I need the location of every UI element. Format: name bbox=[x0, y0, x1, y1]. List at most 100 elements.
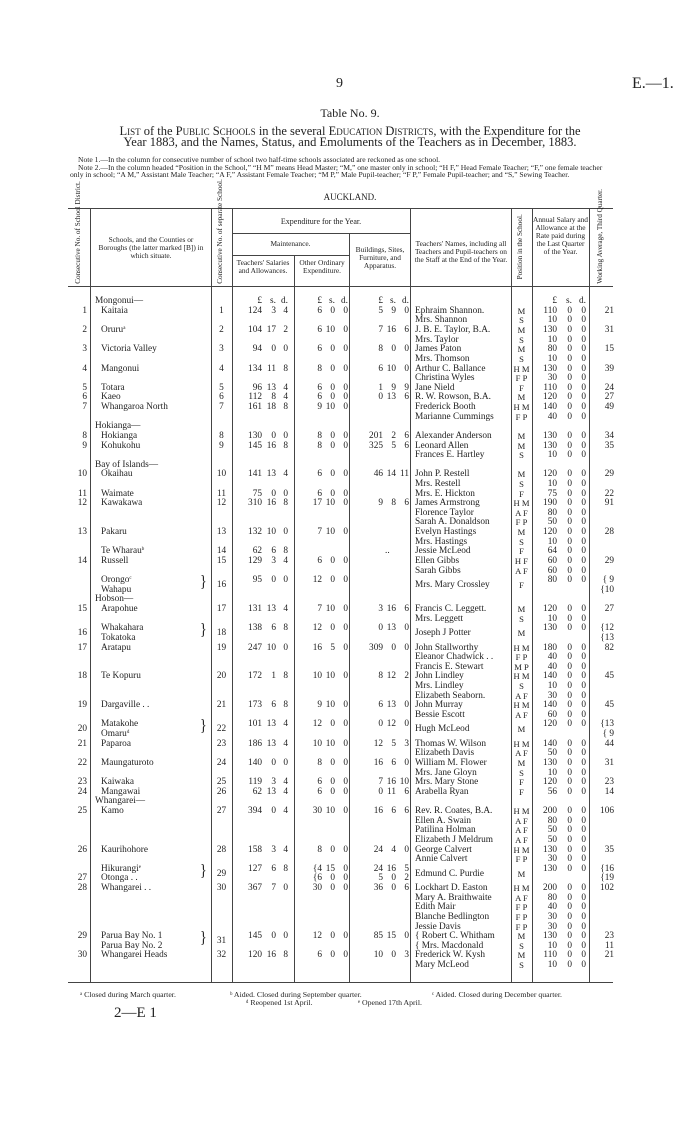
separate-school-number: 4 bbox=[219, 363, 224, 374]
teacher-position: M bbox=[517, 527, 526, 538]
teacher-position: S bbox=[519, 536, 524, 547]
teacher-position: M bbox=[517, 757, 526, 768]
column-divider bbox=[232, 208, 233, 982]
salary-value: 110 bbox=[543, 950, 557, 961]
teacher-name: Edith Mair bbox=[415, 902, 456, 913]
header-attendance: Working Average, Third Quarter. bbox=[596, 189, 605, 284]
oth-value: 0 bbox=[343, 738, 348, 749]
school-district-number: 17 bbox=[77, 642, 87, 653]
working-average: {12 bbox=[600, 623, 614, 634]
teacher-position: H M bbox=[513, 498, 530, 509]
teacher-position: M bbox=[517, 305, 526, 316]
salary-value: 0 bbox=[567, 681, 572, 691]
separate-school-number: 7 bbox=[219, 402, 224, 413]
salary-value: 0 bbox=[581, 700, 586, 711]
bld-value: 3 bbox=[404, 950, 409, 961]
oth-value: 0 bbox=[330, 305, 335, 316]
oth-value: 0 bbox=[343, 642, 348, 653]
separate-school-number: 30 bbox=[216, 883, 227, 894]
sal-value: 62 bbox=[252, 786, 262, 797]
sal-value: 3 bbox=[271, 305, 276, 316]
sal-value: 0 bbox=[271, 806, 276, 817]
bld-value: 0 bbox=[391, 642, 396, 653]
school-name: Te Wharaub bbox=[101, 547, 144, 557]
teacher-name: Eleanor Chadwick . . bbox=[415, 652, 494, 663]
separate-school-number: 19 bbox=[216, 642, 227, 653]
header-salary: Annual Salary and Allowance at the Rate … bbox=[533, 215, 589, 256]
oth-value: 16 bbox=[312, 642, 322, 653]
bld-value: 325 bbox=[369, 440, 383, 451]
oth-value: 0 bbox=[343, 527, 348, 538]
school-name-text: Oruru bbox=[101, 325, 124, 336]
sal-value: 130 bbox=[248, 430, 262, 441]
salary-value: 0 bbox=[567, 527, 572, 538]
brace-mark: } bbox=[200, 862, 207, 881]
oth-value: 0 bbox=[343, 498, 348, 509]
working-average: 21 bbox=[604, 950, 614, 961]
teacher-name: Bessie Escott bbox=[415, 709, 465, 720]
salary-value: 0 bbox=[567, 719, 572, 730]
school-name-text: Whangarei— bbox=[95, 796, 146, 807]
bld-value: 16 bbox=[373, 757, 383, 768]
school-name: Maungaturoto bbox=[101, 758, 154, 769]
salary-value: 0 bbox=[581, 883, 586, 894]
school-district-number: 12 bbox=[77, 498, 87, 509]
sal-value: 11 bbox=[267, 363, 276, 374]
oth-value: 6 bbox=[317, 469, 322, 480]
bld-value: 0 bbox=[378, 392, 383, 403]
salary-value: 0 bbox=[567, 738, 572, 749]
sal-value: 158 bbox=[248, 844, 262, 855]
money-unit-label: d. bbox=[579, 296, 586, 307]
sal-value: 8 bbox=[283, 546, 288, 557]
salary-value: 0 bbox=[567, 777, 572, 788]
table-row: 12 Kawakawa 12 310 16 8 17 10 0 9 8 6 190 0 0 James Arm… bbox=[0, 498, 700, 509]
teacher-name: Frederick Booth bbox=[415, 402, 476, 413]
separate-school-number: 6 bbox=[219, 392, 224, 403]
school-name: Kawakawa bbox=[101, 498, 142, 509]
salary-value: 80 bbox=[547, 815, 557, 826]
teacher-name: Mrs. E. Hickton bbox=[415, 488, 475, 499]
teacher-name: Frederick W. Kysh bbox=[415, 950, 485, 961]
sal-value: 4 bbox=[283, 786, 288, 797]
school-district-number: 21 bbox=[77, 738, 87, 749]
table-row: Wahapu {10 bbox=[0, 585, 700, 596]
school-district-number: 4 bbox=[82, 363, 87, 374]
salary-value: 0 bbox=[581, 536, 586, 547]
table-row: 10 0 0 Mrs. Shannon S bbox=[0, 316, 700, 326]
salary-value: 0 bbox=[567, 315, 572, 326]
brace-mark: } bbox=[200, 621, 207, 640]
school-name-text: Hokianga bbox=[101, 430, 138, 441]
sal-value: 0 bbox=[283, 527, 288, 538]
oth-value: 0 bbox=[343, 344, 348, 355]
teacher-name: Ellen A. Swain bbox=[415, 815, 472, 826]
school-district-number: 14 bbox=[77, 555, 87, 566]
sal-value: 4 bbox=[283, 305, 288, 316]
oth-value: 0 bbox=[343, 931, 348, 942]
separate-school-number: 3 bbox=[219, 344, 224, 355]
salary-value: 140 bbox=[543, 700, 557, 711]
salary-value: 0 bbox=[567, 806, 572, 817]
bld-value: 5 bbox=[391, 440, 396, 451]
teacher-position: F bbox=[519, 786, 524, 797]
salary-value: 80 bbox=[547, 507, 557, 518]
salary-value: 200 bbox=[543, 806, 557, 817]
bld-value: 0 bbox=[404, 719, 409, 730]
separate-school-number: 8 bbox=[219, 430, 224, 441]
salary-value: 0 bbox=[581, 911, 586, 922]
salary-value: 0 bbox=[567, 546, 572, 557]
working-average: {19 bbox=[600, 873, 614, 884]
teacher-position: F bbox=[519, 382, 524, 393]
table-row: 50 0 0 Elizabeth Davis A F bbox=[0, 749, 700, 759]
teacher-position: M bbox=[517, 724, 526, 735]
salary-value: 110 bbox=[543, 305, 557, 316]
brace-mark: } bbox=[200, 929, 207, 948]
bld-value: 0 bbox=[378, 623, 383, 634]
school-name-text: Kaitaia bbox=[101, 305, 128, 316]
school-name-text: Hikurangi bbox=[101, 863, 139, 874]
working-average: 11 bbox=[605, 940, 614, 951]
bld-value: 85 bbox=[373, 931, 383, 942]
bld-value: 12 bbox=[386, 671, 396, 682]
salary-value: 0 bbox=[567, 392, 572, 403]
teacher-name: Blanche Bedlington bbox=[415, 911, 490, 922]
table-row: Parua Bay No. 2 10 0 0 { Mrs. Macdonald S 11 bbox=[0, 940, 700, 952]
